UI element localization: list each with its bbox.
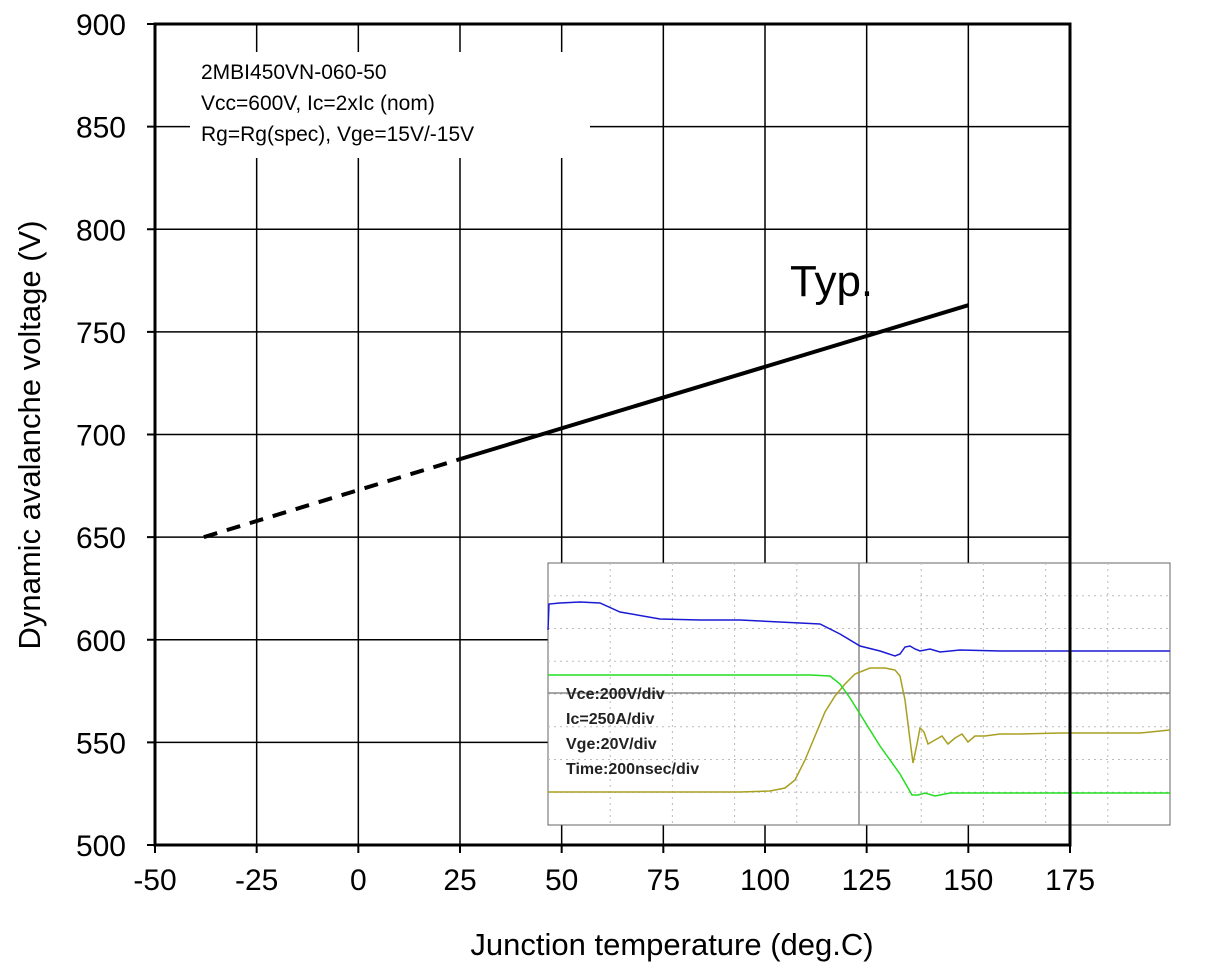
axis-layer bbox=[147, 22, 1072, 853]
x-tick-label-7: 125 bbox=[842, 864, 892, 897]
x-axis-title: Junction temperature (deg.C) bbox=[470, 927, 873, 962]
x-tick-label-2: 0 bbox=[350, 864, 367, 897]
y-tick-label-4: 700 bbox=[76, 420, 126, 453]
y-tick-label-2: 600 bbox=[76, 625, 126, 658]
y-tick-label-6: 800 bbox=[76, 214, 126, 247]
series-layer bbox=[203, 303, 969, 540]
x-tick-label-0: -50 bbox=[133, 864, 176, 897]
typ-label: Typ. bbox=[790, 257, 873, 306]
device-note-line-3: Rg=Rg(spec), Vge=15V/-15V bbox=[201, 123, 474, 146]
inset-trace-vce bbox=[547, 601, 1170, 657]
series-line-dashed bbox=[203, 457, 461, 540]
y-tick-label-0: 500 bbox=[76, 830, 126, 863]
y-tick-label-3: 650 bbox=[76, 522, 126, 555]
device-note-line-1: 2MBI450VN-060-50 bbox=[201, 61, 387, 84]
x-tick-label-8: 150 bbox=[943, 864, 993, 897]
inset-trace-vge bbox=[548, 674, 1170, 797]
inset-oscillogram: Vce:200V/div Ic=250A/div Vge:20V/div Tim… bbox=[547, 562, 1171, 826]
inset-label-time: Time:200nsec/div bbox=[566, 761, 699, 778]
x-tick-label-5: 75 bbox=[647, 864, 680, 897]
inset-label-ic: Ic=250A/div bbox=[566, 711, 655, 728]
inset-trace-ic bbox=[548, 667, 1171, 793]
y-axis-title: Dynamic avalanche voltage (V) bbox=[12, 220, 47, 649]
y-tick-label-8: 900 bbox=[76, 9, 126, 42]
inset-grid bbox=[548, 563, 1170, 825]
y-tick-label-1: 550 bbox=[76, 727, 126, 760]
x-tick-label-3: 25 bbox=[443, 864, 476, 897]
x-tick-label-9: 175 bbox=[1045, 864, 1095, 897]
tick-label-layer: -50 -25 0 25 50 75 100 125 150 175 500 550 600 650 700… bbox=[76, 9, 1095, 897]
x-tick-label-1: -25 bbox=[235, 864, 278, 897]
inset-label-vge: Vge:20V/div bbox=[566, 736, 657, 753]
device-note-line-2: Vcc=600V, Ic=2xIc (nom) bbox=[201, 92, 435, 115]
x-tick-label-6: 100 bbox=[740, 864, 790, 897]
device-note-bg bbox=[190, 52, 590, 158]
inset-label-vce: Vce:200V/div bbox=[566, 686, 665, 703]
series-line-solid bbox=[459, 303, 969, 462]
y-tick-label-7: 850 bbox=[76, 112, 126, 145]
x-tick-label-4: 50 bbox=[545, 864, 578, 897]
y-tick-label-5: 750 bbox=[76, 317, 126, 350]
